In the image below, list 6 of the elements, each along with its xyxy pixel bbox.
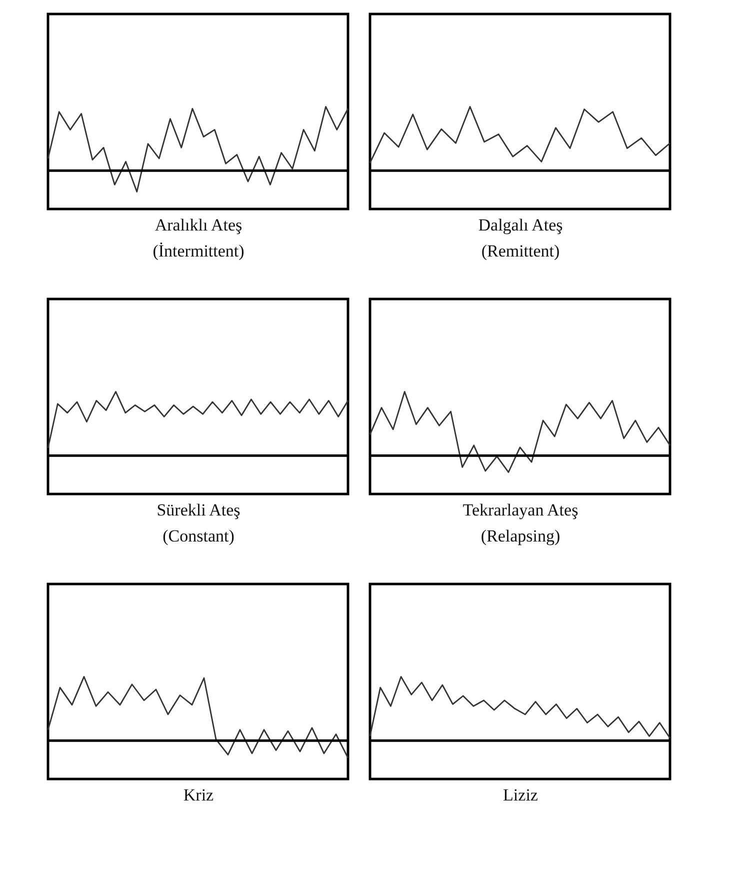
x-axis-title: Aralıklı Ateş (İntermittent) (152, 216, 244, 260)
x-axis-title: Tekrarlayan Ateş (Relapsing) (462, 500, 578, 546)
x-axis-title: Liziz (503, 786, 538, 804)
x-axis-title: Sürekli Ateş (Constant) (156, 500, 240, 546)
x-axis-title: Kriz (183, 786, 214, 804)
x-axis-title: Dalgalı Ateş (Remittent) (478, 216, 563, 260)
